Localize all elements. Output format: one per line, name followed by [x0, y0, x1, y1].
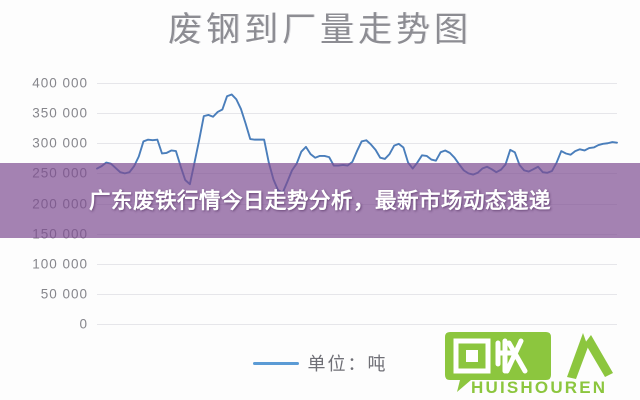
y-axis-tick-label: 400 000 — [32, 75, 88, 91]
y-axis-tick-label: 100 000 — [32, 256, 88, 271]
legend-color-swatch — [252, 361, 299, 365]
gridline — [97, 113, 617, 115]
recycle-bubble-icon — [445, 332, 551, 392]
legend-label: 单位：吨 — [307, 354, 388, 374]
logo-artwork: HUISHOUREN — [445, 332, 613, 397]
y-axis-tick-label: 50 000 — [40, 286, 88, 302]
gridline — [97, 324, 617, 325]
logo-wordmark: HUISHOUREN — [471, 378, 607, 397]
y-axis-tick-label: 0 — [79, 316, 88, 332]
gridline — [97, 83, 617, 84]
person-glyph-icon — [567, 333, 613, 379]
y-axis-tick-label: 350 000 — [32, 105, 88, 121]
chart-title: 废钢到厂量走势图 — [168, 11, 472, 49]
gridline — [97, 293, 617, 295]
gridline — [97, 263, 617, 265]
y-axis-tick-label: 300 000 — [32, 135, 88, 151]
huishouren-logo: HUISHOUREN — [443, 331, 633, 397]
gridline — [97, 143, 617, 145]
chart-legend: 单位：吨 — [0, 350, 640, 376]
overlay-banner-text: 广东废铁行情今日走势分析，最新市场动态速递 — [88, 188, 551, 213]
overlay-banner: 广东废铁行情今日走势分析，最新市场动态速递 — [0, 163, 640, 238]
